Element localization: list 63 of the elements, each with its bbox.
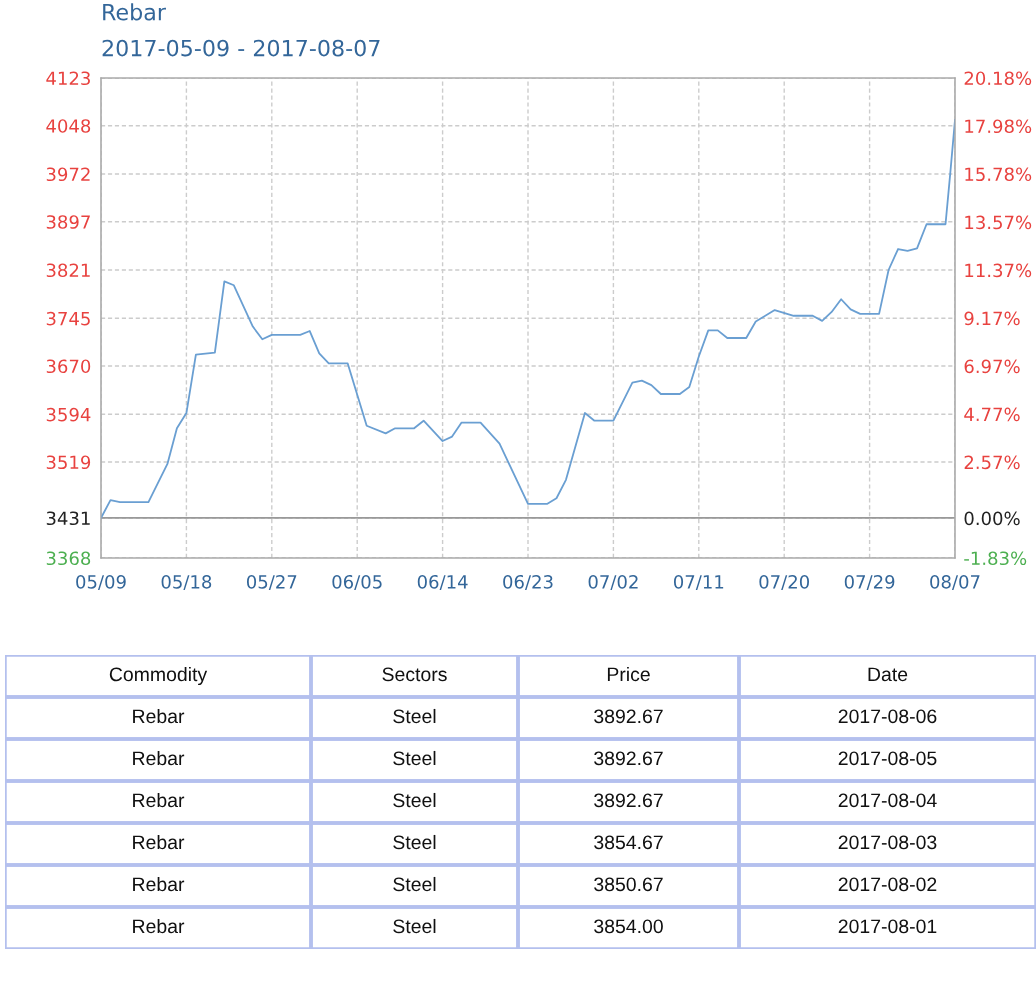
x-tick-label: 07/02 xyxy=(588,574,638,591)
y-tick-label: 4048 xyxy=(46,119,91,133)
y-tick-label: 3670 xyxy=(46,359,91,374)
text: 2017-08-05 xyxy=(838,751,937,766)
text: 3854.00 xyxy=(594,919,663,934)
y-tick-label: 3431 xyxy=(46,511,90,526)
y-tick-label: 3519 xyxy=(46,455,91,470)
text: 2017-08-03 xyxy=(838,835,937,850)
x-tick-label: 06/14 xyxy=(417,574,468,591)
text: Rebar xyxy=(133,792,185,808)
y-tick-label: 3821 xyxy=(46,263,90,278)
y2-tick-label: 0.00% xyxy=(964,511,1020,526)
x-tick-label: 07/20 xyxy=(759,574,810,591)
x-tick-label: 05/09 xyxy=(76,574,126,591)
y-tick-label: 3594 xyxy=(46,407,91,422)
x-tick-label: 05/18 xyxy=(161,574,212,591)
x-tick-label: 06/23 xyxy=(503,574,553,591)
text: Steel xyxy=(393,708,436,724)
text: Steel xyxy=(393,876,436,892)
text: 3892.67 xyxy=(594,793,663,808)
y2-tick-label: 9.17% xyxy=(964,311,1020,326)
text: 2017-08-01 xyxy=(838,919,937,934)
category-label: Commodity xyxy=(109,666,208,686)
x-tick-label: 06/05 xyxy=(332,574,382,591)
y-tick-label: 3745 xyxy=(46,311,90,326)
y-tick-label: 4123 xyxy=(46,71,90,86)
text: 3854.67 xyxy=(594,835,663,850)
text: 3892.67 xyxy=(594,709,663,724)
y2-tick-label: 4.77% xyxy=(964,407,1020,422)
y2-tick-label: 2.57% xyxy=(964,455,1020,470)
text: Rebar xyxy=(133,918,185,934)
text: Rebar xyxy=(133,876,185,892)
y-tick-label: 3897 xyxy=(46,215,90,229)
text: Steel xyxy=(393,918,436,934)
y2-tick-label: -1.83% xyxy=(964,551,1027,566)
category-label: Sectors xyxy=(382,667,447,682)
category-label: Price xyxy=(607,666,650,682)
y2-tick-label: 17.98% xyxy=(965,119,1032,134)
y2-tick-label: 6.97% xyxy=(964,359,1020,374)
y2-tick-label: 11.37% xyxy=(965,263,1032,278)
text: 2017-08-06 xyxy=(838,709,937,724)
text: Rebar xyxy=(133,834,185,850)
x-tick-label: 07/29 xyxy=(844,574,895,591)
text: Rebar xyxy=(133,750,185,766)
category-label: Date xyxy=(868,667,908,682)
text: 2017-08-02 xyxy=(838,877,937,892)
x-tick-label: 07/11 xyxy=(673,574,724,591)
y-tick-label: 3972 xyxy=(46,167,90,182)
chart-title: Rebar xyxy=(103,3,166,21)
x-tick-label: 08/07 xyxy=(930,574,980,591)
y2-tick-label: 20.18% xyxy=(964,71,1032,86)
x-tick-label: 05/27 xyxy=(246,574,297,591)
y2-tick-label: 13.57% xyxy=(965,215,1032,230)
y-tick-label: 3368 xyxy=(46,551,91,566)
text: Steel xyxy=(393,792,436,808)
text: 2017-08-04 xyxy=(838,793,937,808)
text: Steel xyxy=(393,834,436,850)
text: 3850.67 xyxy=(594,877,663,892)
text: 3892.67 xyxy=(594,751,663,766)
chart-subtitle: 2017-05-09 - 2017-08-07 xyxy=(102,39,380,57)
y2-tick-label: 15.78% xyxy=(965,167,1032,182)
text: Steel xyxy=(393,750,436,766)
text: Rebar xyxy=(133,708,185,724)
